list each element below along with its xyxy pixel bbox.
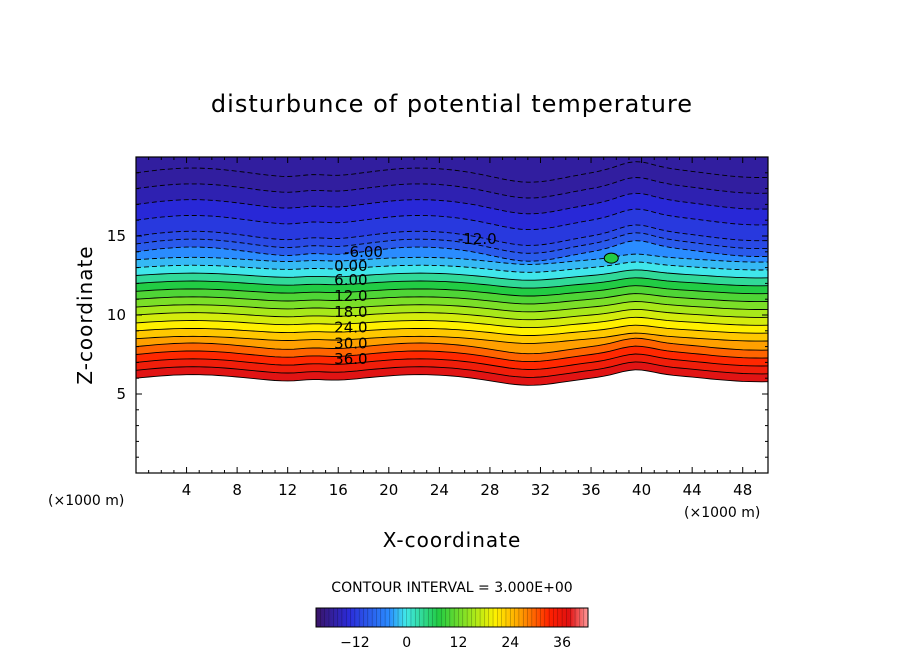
y-tick-label: 5 xyxy=(116,385,126,403)
contour-line xyxy=(136,308,768,321)
contour-label: 18.0 xyxy=(334,303,367,321)
contour-line xyxy=(136,301,768,313)
contour-cell xyxy=(603,252,619,264)
x-tick-label: 16 xyxy=(329,481,348,499)
x-tick-label: 20 xyxy=(379,481,398,499)
x-tick-label: 28 xyxy=(480,481,499,499)
contour-line xyxy=(136,293,768,305)
contour-line xyxy=(136,177,768,199)
colorbar-tick-label: −12 xyxy=(340,635,370,651)
contour-label: -6.00 xyxy=(344,243,383,261)
contour-line xyxy=(136,285,768,297)
x-tick-label: 12 xyxy=(278,481,297,499)
x-tick-label: 32 xyxy=(531,481,550,499)
colorbar-tick-label: 24 xyxy=(501,635,519,651)
x-tick-label: 40 xyxy=(632,481,651,499)
colorbar: −12 0 12 24 36 xyxy=(315,607,589,651)
contour-line xyxy=(136,240,768,262)
contour-line xyxy=(136,192,768,215)
contour-label: 6.00 xyxy=(334,271,367,289)
contour-label: 36.0 xyxy=(334,350,367,368)
contour-line xyxy=(136,161,768,183)
contour-line xyxy=(136,208,768,231)
contour-line xyxy=(136,224,768,246)
colorbar-tick-label: 36 xyxy=(553,635,571,651)
contour-label: 30.0 xyxy=(334,334,367,352)
y-axis: 5 10 15 xyxy=(107,156,768,474)
contour-line xyxy=(136,269,768,281)
plot-area xyxy=(136,157,768,473)
contour-line xyxy=(136,316,768,329)
colorbar-tick-label: 0 xyxy=(402,635,411,651)
x-tick-label: 24 xyxy=(430,481,449,499)
x-tick-label: 48 xyxy=(733,481,752,499)
contour-label: -12.0 xyxy=(458,230,497,248)
contour-line xyxy=(136,337,768,355)
y-axis-label: Z-coordinate xyxy=(73,245,97,384)
colorbar-tick-label: 12 xyxy=(450,635,468,651)
chart-title: disturbunce of potential temperature xyxy=(211,90,693,118)
x-tick-label: 36 xyxy=(581,481,600,499)
below-ground-area xyxy=(136,369,768,473)
contour-line xyxy=(136,345,768,363)
x-axis: 4 8 12 16 20 24 28 32 36 40 44 48 xyxy=(135,157,769,499)
contour-line xyxy=(136,369,768,386)
x-unit-right: (×1000 m) xyxy=(684,505,760,521)
y-tick-label: 10 xyxy=(107,306,126,324)
x-tick-label: 4 xyxy=(182,481,192,499)
contour-label: 12.0 xyxy=(334,287,367,305)
x-unit-left: (×1000 m) xyxy=(48,493,124,509)
contour-label: 0.00 xyxy=(334,257,367,275)
contour-line xyxy=(136,277,768,289)
contour-line xyxy=(136,253,768,265)
contour-line xyxy=(136,261,768,273)
y-tick-label: 15 xyxy=(107,227,126,245)
x-axis-label: X-coordinate xyxy=(383,528,522,552)
contour-line xyxy=(136,324,768,336)
contour-interval: CONTOUR INTERVAL = 3.000E+00 xyxy=(331,580,572,596)
contour-line xyxy=(136,361,768,378)
contour-line xyxy=(136,232,768,254)
contour-line xyxy=(136,332,768,344)
contour-line xyxy=(136,353,768,370)
x-tick-label: 44 xyxy=(683,481,702,499)
contour-label: 24.0 xyxy=(334,319,367,337)
x-tick-label: 8 xyxy=(232,481,242,499)
